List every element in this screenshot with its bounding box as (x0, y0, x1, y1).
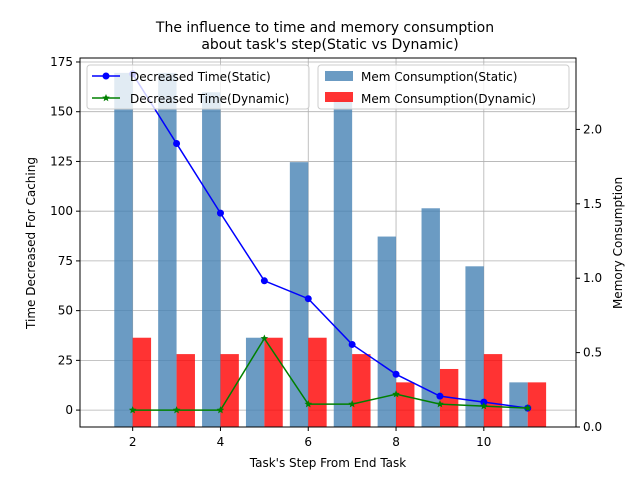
point-time-dynamic (348, 400, 356, 408)
chart-title-line2: about task's step(Static vs Dynamic) (201, 37, 458, 53)
point-time-static (260, 277, 268, 285)
y-left-tick-label: 100 (50, 204, 73, 218)
bar-mem-dynamic (527, 382, 547, 427)
bar-mem-dynamic (132, 337, 152, 427)
line-time-dynamic (132, 337, 528, 411)
bar-mem-static (333, 99, 353, 428)
x-axis-ticks: 2 4 6 8 10 (129, 427, 491, 449)
bar-mem-static (202, 92, 221, 427)
legend-static-mem-label: Mem Consumption(Static) (361, 70, 517, 84)
legend-dynamic-time-label: Decreased Time(Dynamic) (130, 92, 289, 106)
x-tick-label: 4 (217, 435, 225, 449)
x-tick-label: 8 (392, 435, 400, 449)
y-left-tick-label: 75 (58, 254, 73, 268)
point-time-dynamic (480, 402, 488, 410)
bar-mem-dynamic (308, 337, 327, 427)
legend-lines: Decreased Time(Static) Decreased Time(Dy… (86, 64, 310, 110)
bars (114, 72, 547, 428)
legend-static-mem-swatch (325, 71, 353, 81)
y-left-tick-label: 150 (50, 105, 73, 119)
plot-frame (79, 57, 577, 428)
point-time-static (392, 370, 400, 378)
y-left-tick-label: 125 (50, 154, 73, 168)
point-time-dynamic (523, 404, 532, 412)
x-axis-title: Task's Step From End Task (249, 456, 407, 470)
point-time-dynamic (304, 400, 313, 408)
bar-mem-static (377, 236, 397, 427)
bar-mem-static (421, 208, 440, 427)
point-time-static (304, 295, 312, 303)
y-right-tick-label: 1.5 (583, 197, 602, 211)
x-tick-label: 6 (304, 435, 312, 449)
bar-mem-dynamic (483, 354, 503, 427)
y-left-tick-label: 175 (50, 55, 73, 69)
point-time-dynamic (172, 406, 181, 414)
legend-dynamic-mem-swatch (325, 92, 353, 102)
point-time-static (436, 392, 444, 400)
bar-mem-dynamic (176, 354, 195, 427)
y-right-tick-label: 0.0 (583, 420, 602, 434)
chart-title-line1: The influence to time and memory consump… (155, 20, 494, 36)
y-axis-left-title: Time Decreased For Caching (24, 157, 38, 330)
bar-mem-static (465, 266, 484, 427)
y-right-tick-label: 2.0 (583, 122, 602, 136)
bar-mem-dynamic (396, 382, 415, 427)
y-axis-right-title: Memory Consumption (611, 177, 625, 309)
y-axis-left-ticks: 0 25 50 75 100 125 150 175 (50, 55, 80, 417)
point-time-static (348, 340, 356, 348)
legend-dynamic-mem-label: Mem Consumption(Dynamic) (361, 92, 536, 106)
bar-mem-dynamic (352, 354, 371, 427)
bar-mem-static (245, 337, 265, 427)
point-time-dynamic (392, 390, 400, 398)
y-axis-right-ticks: 0.0 0.5 1.0 1.5 2.0 (576, 122, 602, 434)
x-tick-label: 2 (129, 435, 137, 449)
line-time-static (132, 73, 528, 409)
bar-mem-dynamic (220, 354, 239, 427)
y-left-tick-label: 0 (65, 403, 73, 417)
legend-static-time-label: Decreased Time(Static) (130, 70, 271, 84)
y-left-tick-label: 50 (58, 304, 73, 318)
point-time-dynamic (260, 334, 269, 342)
y-right-tick-label: 0.5 (583, 346, 602, 360)
y-right-tick-label: 1.0 (583, 271, 602, 285)
point-time-static (216, 209, 224, 217)
bar-mem-static (158, 72, 177, 428)
point-time-dynamic (436, 400, 444, 408)
y-left-tick-label: 25 (58, 353, 73, 367)
legend-dynamic-time-marker (102, 94, 110, 102)
legend-lines-box (86, 64, 310, 110)
legend-bars-box (317, 64, 570, 110)
point-time-static (173, 140, 181, 148)
x-tick-label: 10 (476, 435, 491, 449)
point-time-dynamic (128, 406, 137, 414)
legend-bars: Mem Consumption(Static) Mem Consumption(… (317, 64, 570, 110)
legend-static-time-marker (102, 72, 110, 80)
point-time-dynamic (216, 406, 225, 414)
bar-mem-static (509, 382, 528, 427)
bar-mem-static (114, 72, 133, 428)
